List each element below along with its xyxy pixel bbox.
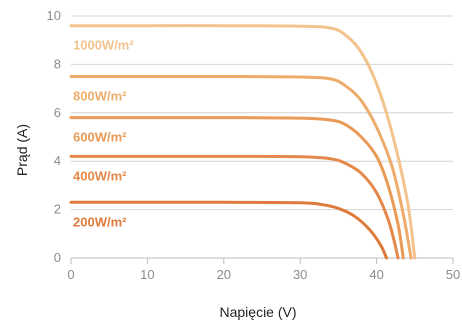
- y-tick-label: 4: [54, 153, 61, 168]
- iv-curve: [69, 154, 400, 260]
- y-tick-label: 8: [54, 56, 61, 71]
- iv-curve: [69, 200, 388, 260]
- iv-curve: [69, 74, 413, 260]
- curve-label: 400W/m²: [73, 168, 127, 183]
- curve-labels: 1000W/m² 800W/m² 600W/m² 400W/m² 200W/m²: [73, 38, 134, 230]
- x-tick-label: 20: [217, 267, 231, 282]
- iv-curve: [69, 24, 417, 260]
- y-tick-label: 2: [54, 202, 61, 217]
- x-tick-label: 50: [446, 267, 460, 282]
- iv-curve: [69, 116, 405, 260]
- x-tick-label: 0: [67, 267, 74, 282]
- x-tick-label: 10: [140, 267, 154, 282]
- x-axis-title: Napięcie (V): [219, 304, 296, 320]
- y-tick-label: 10: [47, 8, 61, 23]
- y-tick-label: 0: [54, 250, 61, 265]
- x-tick-labels: 0 10 20 30 40 50: [67, 267, 460, 282]
- y-tick-labels: 0 2 4 6 8 10: [47, 8, 61, 265]
- curve-label: 200W/m²: [73, 214, 127, 229]
- x-tick-label: 40: [369, 267, 383, 282]
- curve-label: 1000W/m²: [73, 38, 134, 53]
- curve-label: 600W/m²: [73, 130, 127, 145]
- y-tick-label: 6: [54, 105, 61, 120]
- iv-curves: [69, 24, 417, 260]
- x-tick-label: 30: [293, 267, 307, 282]
- curve-label: 800W/m²: [73, 89, 127, 104]
- grid-lines: [70, 15, 454, 264]
- y-axis-title: Prąd (A): [14, 124, 30, 176]
